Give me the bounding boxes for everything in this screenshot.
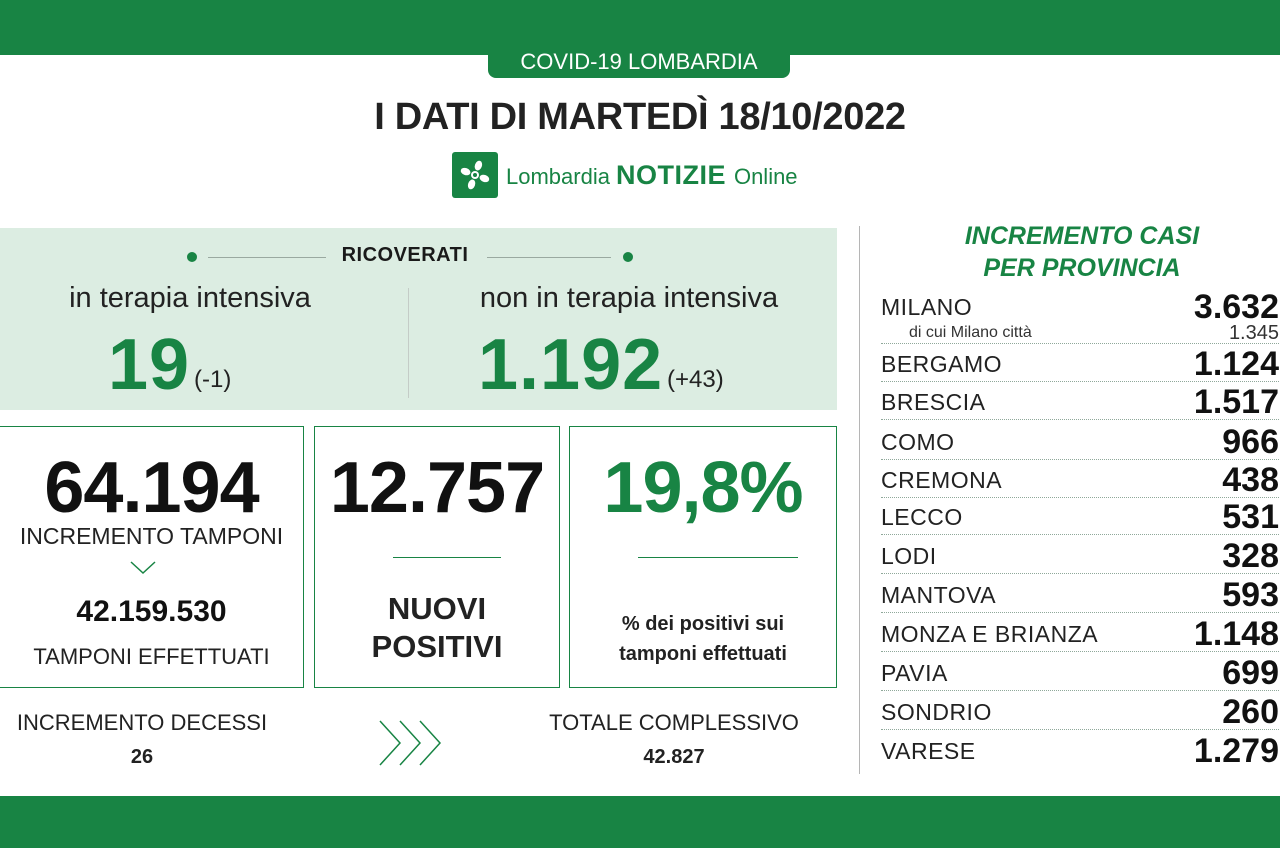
- province-row: MANTOVA 593: [881, 574, 1279, 613]
- tamponi-card: 64.194 INCREMENTO TAMPONI 42.159.530 TAM…: [0, 426, 304, 688]
- province-row: BERGAMO 1.124: [881, 344, 1279, 382]
- province-title-line-2: PER PROVINCIA: [983, 254, 1181, 282]
- top-bar: [0, 0, 1280, 55]
- positivi-label-1: NUOVI: [387, 591, 487, 626]
- non-intensiva-value: 1.192: [478, 325, 664, 405]
- province-title-line-1: INCREMENTO CASI: [964, 222, 1200, 250]
- province-name: MONZA E BRIANZA: [881, 621, 1099, 647]
- logo-suffix: Online: [733, 163, 798, 189]
- province-name: COMO: [881, 429, 955, 455]
- province-row: PAVIA 699: [881, 652, 1279, 691]
- province-value: 966: [1222, 423, 1279, 461]
- province-name: CREMONA: [881, 467, 1003, 493]
- province-value: 328: [1222, 537, 1279, 575]
- decessi-total-value: 42.827: [643, 746, 705, 768]
- bottom-bar: [0, 796, 1280, 848]
- province-row: MONZA E BRIANZA 1.148: [881, 613, 1279, 652]
- province-row: LECCO 531: [881, 498, 1279, 535]
- decessi-value: 26: [130, 746, 154, 768]
- dot-right: [623, 252, 633, 262]
- positivi-rule: [393, 557, 501, 558]
- positivi-value: 12.757: [329, 448, 545, 528]
- ricoverati-title: RICOVERATI: [341, 244, 469, 266]
- rule-left: [208, 257, 326, 258]
- province-name: BERGAMO: [881, 351, 1003, 377]
- province-row: CREMONA 438: [881, 460, 1279, 498]
- logo-prefix: Lombardia: [506, 163, 610, 189]
- province-value: 531: [1222, 498, 1279, 536]
- percentuale-rule: [638, 557, 798, 558]
- decessi-label: INCREMENTO DECESSI: [16, 710, 268, 735]
- tamponi-increment-label: INCREMENTO TAMPONI: [19, 523, 284, 549]
- percentuale-value: 19,8%: [603, 448, 803, 528]
- ricoverati-divider: [408, 288, 409, 398]
- tamponi-total-label: TAMPONI EFFETTUATI: [33, 644, 270, 669]
- percentuale-label-2: tamponi effettuati: [619, 643, 787, 665]
- intensiva-value: 19: [108, 325, 191, 405]
- province-row: COMO 966: [881, 420, 1279, 460]
- milano-city-label: di cui Milano città: [909, 324, 1032, 341]
- intensiva-label: in terapia intensiva: [69, 282, 311, 314]
- province-value: 3.632: [1193, 288, 1279, 326]
- percentuale-label-1: % dei positivi sui: [621, 613, 785, 635]
- intensiva-delta: (-1): [194, 366, 232, 393]
- positivi-card: 12.757 NUOVI POSITIVI: [314, 426, 560, 688]
- logo-text: Lombardia NOTIZIE Online: [506, 160, 798, 191]
- province-row: BRESCIA 1.517: [881, 382, 1279, 420]
- province-name: LECCO: [881, 504, 963, 530]
- province-row-milano-city: di cui Milano città 1.345: [881, 322, 1279, 344]
- non-intensiva-label: non in terapia intensiva: [479, 282, 779, 314]
- province-name: PAVIA: [881, 660, 948, 686]
- milano-city-value: 1.345: [1228, 322, 1279, 344]
- lombardia-rose-icon: [452, 152, 498, 198]
- province-value: 1.148: [1193, 615, 1279, 653]
- percentuale-card: 19,8% % dei positivi sui tamponi effettu…: [569, 426, 837, 688]
- region-tag: COVID-19 LOMBARDIA: [488, 48, 790, 78]
- page-title: I DATI DI MARTEDÌ 18/10/2022: [374, 96, 906, 138]
- positivi-label-2: POSITIVI: [371, 629, 503, 664]
- province-name: SONDRIO: [881, 699, 992, 725]
- dot-left: [187, 252, 197, 262]
- province-value: 1.124: [1193, 345, 1279, 383]
- province-row: VARESE 1.279: [881, 730, 1279, 768]
- province-row: LODI 328: [881, 535, 1279, 574]
- province-value: 438: [1222, 461, 1279, 499]
- logo: Lombardia NOTIZIE Online: [452, 152, 798, 198]
- province-name: BRESCIA: [881, 389, 986, 415]
- rule-right: [487, 257, 611, 258]
- tamponi-increment: 64.194: [44, 448, 259, 528]
- province-name: MANTOVA: [881, 582, 997, 608]
- province-value: 260: [1222, 693, 1279, 731]
- province-row-milano: MILANO 3.632: [881, 286, 1279, 324]
- province-name: LODI: [881, 543, 937, 569]
- province-name: MILANO: [881, 294, 973, 320]
- province-list: MILANO 3.632 di cui Milano città 1.345 B…: [881, 286, 1279, 768]
- province-name: VARESE: [881, 738, 976, 764]
- province-value: 1.517: [1193, 383, 1279, 421]
- province-row: SONDRIO 260: [881, 691, 1279, 730]
- non-intensiva-delta: (+43): [667, 366, 724, 393]
- chevrons-right-icon: [378, 718, 448, 768]
- decessi-total-label: TOTALE COMPLESSIVO: [549, 710, 799, 735]
- province-value: 699: [1222, 654, 1279, 692]
- province-value: 593: [1222, 576, 1279, 614]
- tamponi-total: 42.159.530: [76, 595, 227, 628]
- province-value: 1.279: [1193, 732, 1279, 770]
- column-divider: [859, 226, 860, 774]
- ricoverati-panel: RICOVERATI in terapia intensiva 19 (-1) …: [0, 228, 837, 410]
- chevron-down-icon: [130, 561, 156, 580]
- logo-bold: NOTIZIE: [615, 159, 726, 190]
- province-title: INCREMENTO CASI PER PROVINCIA: [900, 220, 1264, 284]
